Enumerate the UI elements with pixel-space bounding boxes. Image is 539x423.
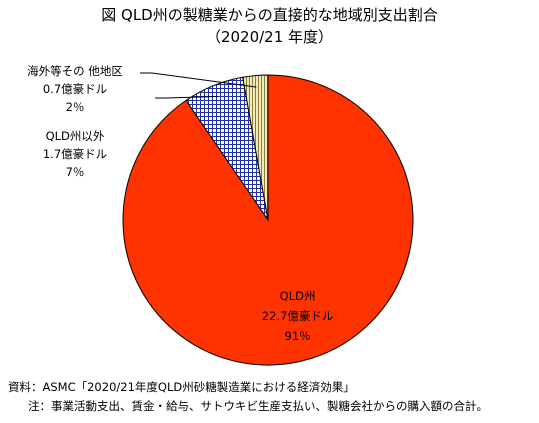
slice-label-name-qld: QLD州 <box>280 289 316 303</box>
slice-label-value-overseas: 0.7億豪ドル <box>43 82 107 96</box>
chart-title: 図 QLD州の製糖業からの直接的な地域別支出割合 <box>101 6 438 24</box>
slice-label-value-outside-qld: 1.7億豪ドル <box>43 147 107 161</box>
slice-label-name-outside-qld: QLD州以外 <box>46 129 105 143</box>
slice-label-percent-outside-qld: 7％ <box>66 165 85 179</box>
chart-subtitle: （2020/21 年度） <box>205 28 334 46</box>
remark-note: 注：事業活動支出、賃金・給与、サトウキビ生産支払い、製糖会社からの購入額の合計。 <box>28 399 488 413</box>
leader-line-overseas <box>140 72 257 88</box>
slice-label-name-overseas: 海外等その 他地区 <box>27 64 123 78</box>
slice-label-percent-qld: 91％ <box>285 329 311 343</box>
slice-label-value-qld: 22.7億豪ドル <box>262 309 334 323</box>
pie-chart: QLD州 22.7億豪ドル 91％ QLD州以外 1.7億豪ドル 7％ 海外等その 他地区 0… <box>27 64 414 366</box>
source-note: 資料：ASMC「2020/21年度QLD州砂糖製造業における経済効果」 <box>8 380 355 394</box>
slice-label-percent-overseas: 2％ <box>66 100 85 114</box>
leader-line-outside-qld <box>155 96 218 99</box>
pie-slice-overseas <box>242 74 269 221</box>
